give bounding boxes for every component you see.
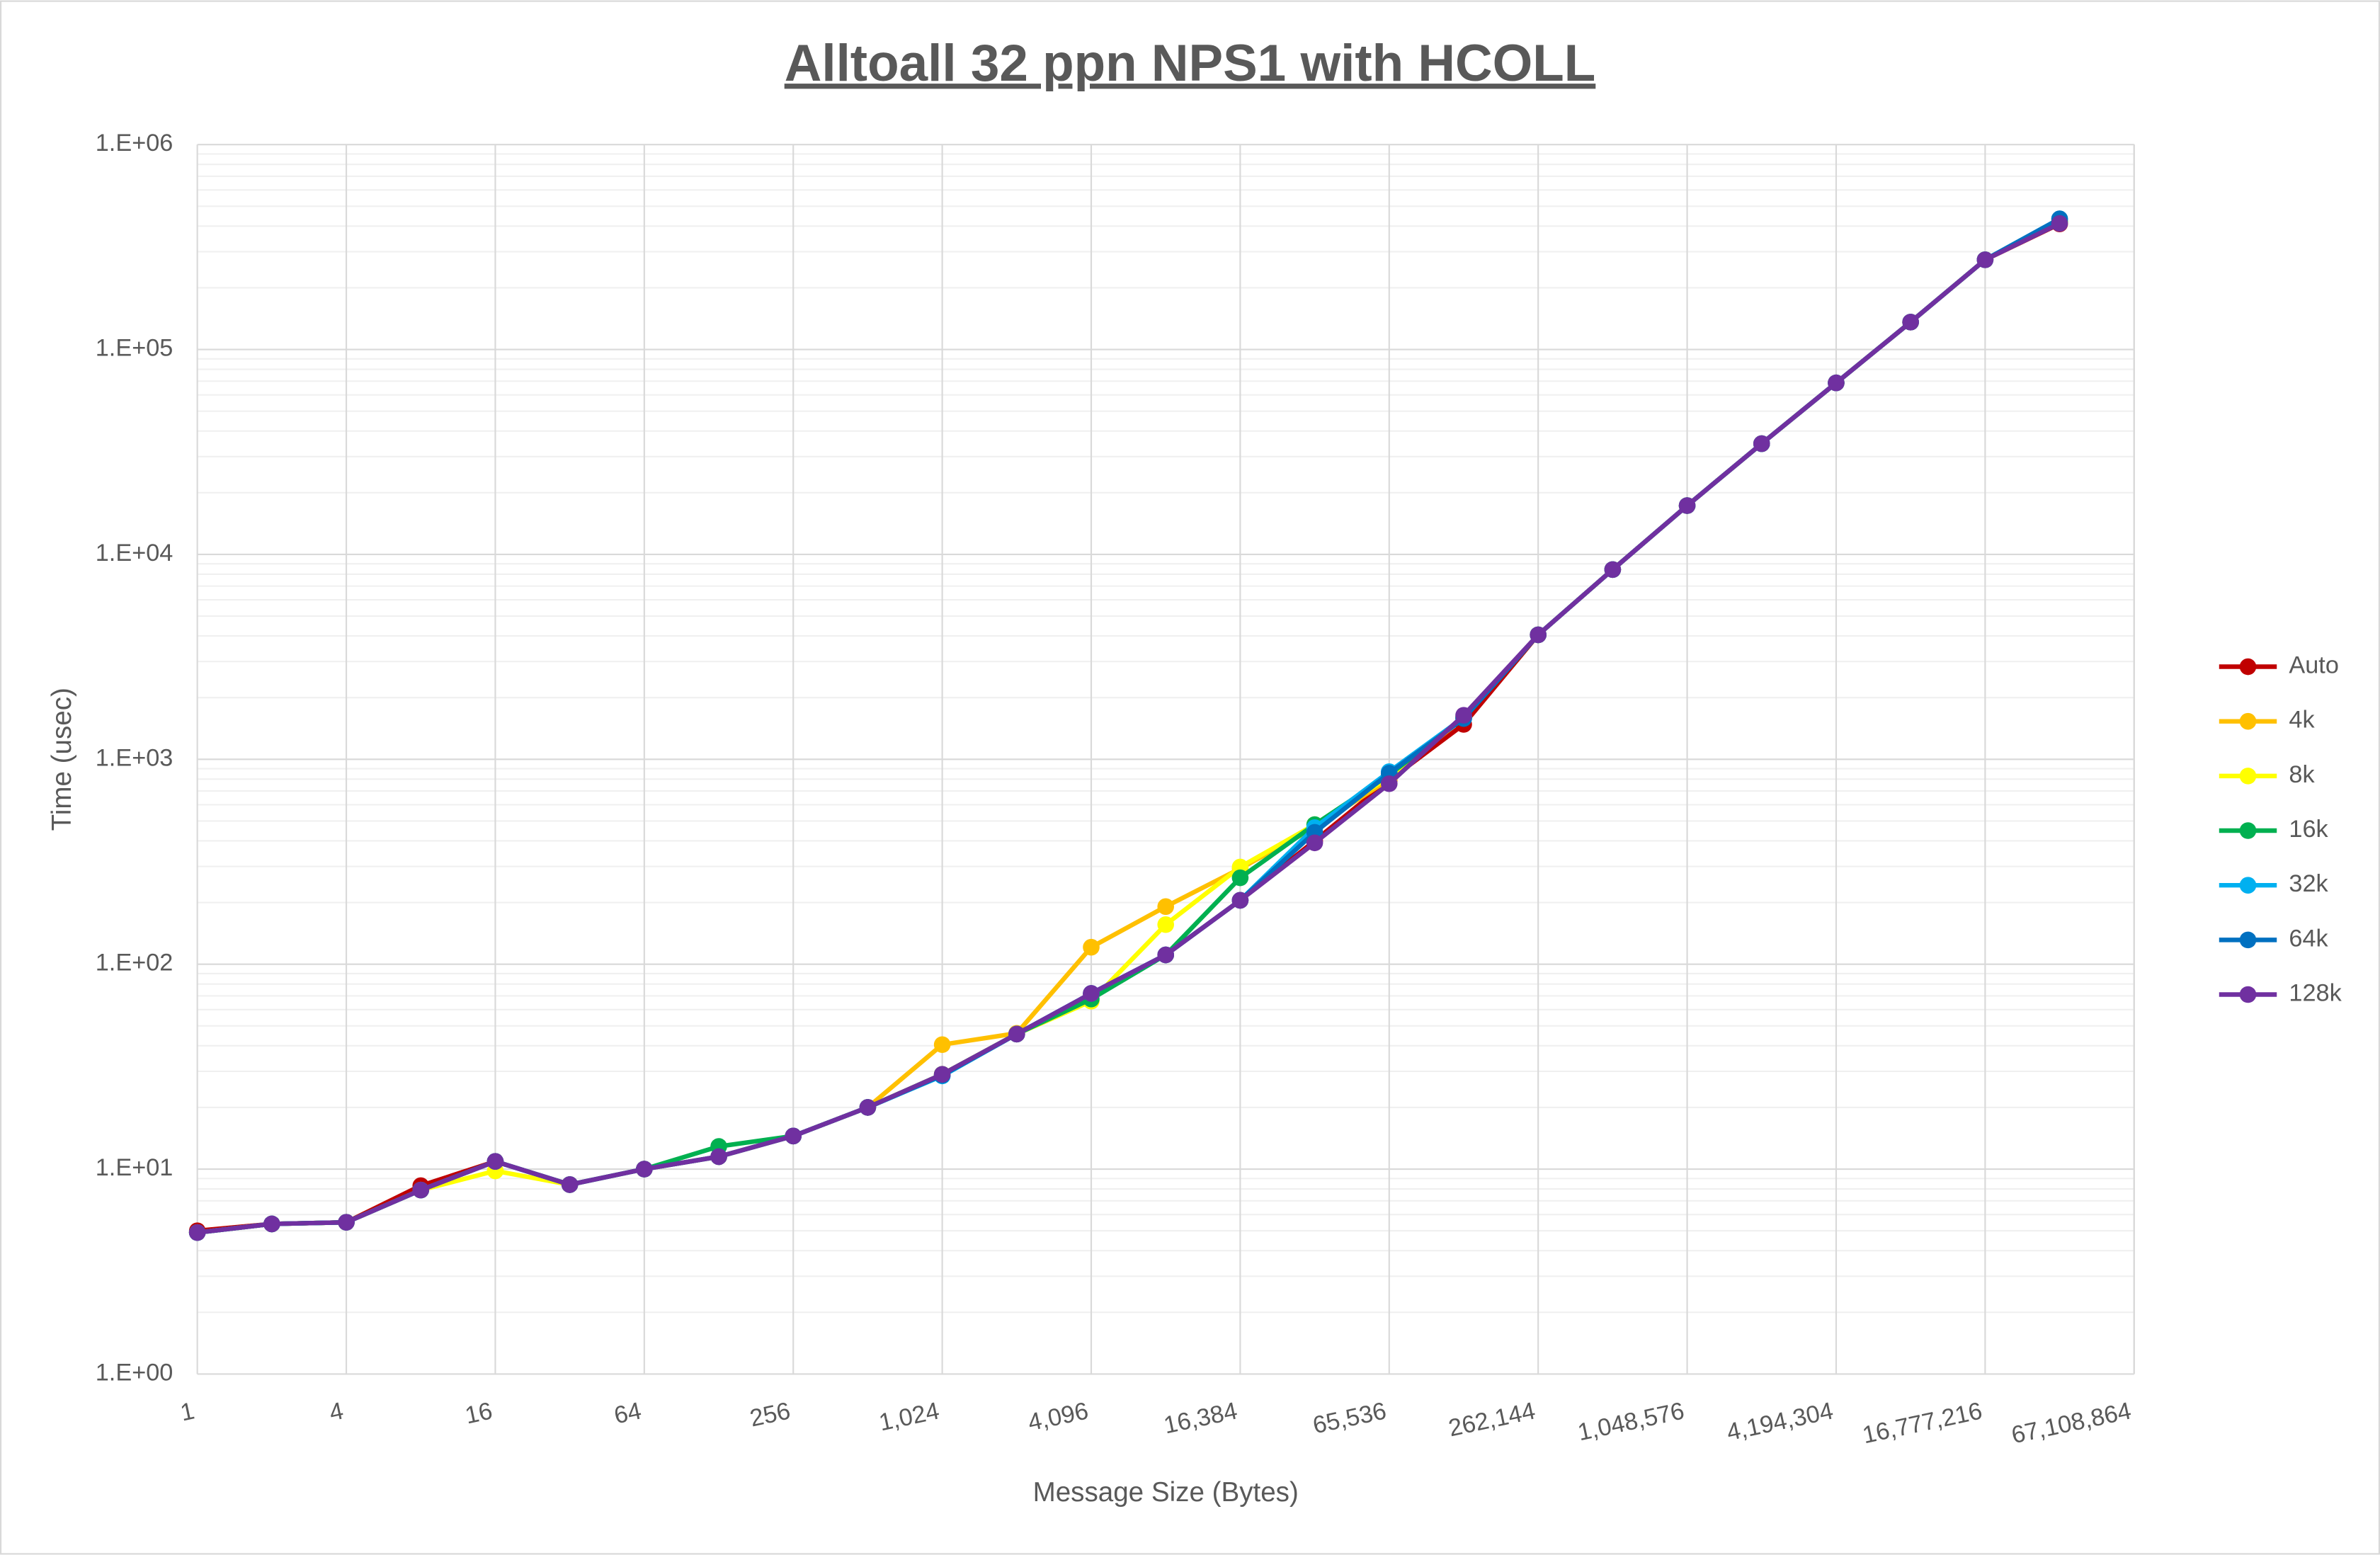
data-point: [1976, 251, 1994, 268]
data-point: [412, 1181, 430, 1199]
data-point: [1157, 916, 1174, 933]
legend-label: 64k: [2289, 925, 2328, 952]
data-point: [1008, 1025, 1025, 1043]
y-tick-label: 1.E+06: [96, 130, 173, 156]
data-point: [338, 1214, 355, 1231]
data-point: [636, 1161, 653, 1178]
data-point: [1381, 775, 1398, 792]
legend-marker: [2239, 931, 2257, 949]
legend-marker: [2239, 877, 2257, 894]
y-tick-label: 1.E+01: [96, 1154, 173, 1181]
data-point: [1306, 834, 1323, 852]
y-tick-label: 1.E+05: [96, 335, 173, 362]
legend-label: 32k: [2289, 870, 2328, 897]
x-tick-label: 16: [462, 1398, 494, 1430]
x-axis-title: Message Size (Bytes): [1033, 1477, 1299, 1508]
data-point: [710, 1148, 727, 1166]
data-point: [1455, 707, 1472, 724]
data-point: [1604, 561, 1622, 579]
legend-marker: [2239, 986, 2257, 1003]
data-point: [188, 1224, 206, 1241]
y-tick-label: 1.E+02: [96, 950, 173, 976]
data-point: [933, 1036, 951, 1054]
legend-label: 8k: [2289, 761, 2315, 788]
y-tick-label: 1.E+04: [96, 540, 173, 566]
legend-marker: [2239, 822, 2257, 839]
chart-title: Alltoall 32 ppn NPS1 with HCOLL: [785, 35, 1596, 92]
legend-label: Auto: [2289, 652, 2339, 679]
legend-marker: [2239, 712, 2257, 730]
data-point: [2051, 215, 2068, 232]
legend-label: 4k: [2289, 707, 2315, 734]
data-point: [561, 1176, 579, 1193]
legend-label: 128k: [2289, 980, 2342, 1007]
data-point: [1828, 374, 1845, 392]
legend-marker: [2239, 658, 2257, 676]
data-point: [1157, 946, 1174, 964]
data-point: [1083, 938, 1100, 956]
series-line: [197, 221, 2061, 1235]
data-point: [263, 1215, 280, 1233]
data-point: [1678, 497, 1696, 514]
data-point: [1231, 892, 1249, 909]
data-point: [1530, 626, 1547, 644]
y-tick-label: 1.E+00: [96, 1359, 173, 1386]
data-point: [1083, 985, 1100, 1002]
data-point: [1157, 898, 1174, 916]
data-point: [1231, 869, 1249, 887]
data-point: [1753, 435, 1770, 452]
data-point: [933, 1066, 951, 1083]
y-axis-title: Time (usec): [47, 688, 77, 831]
legend-label: 16k: [2289, 816, 2328, 843]
legend-marker: [2239, 768, 2257, 785]
data-point: [486, 1153, 504, 1170]
data-point: [785, 1127, 802, 1145]
y-tick-label: 1.E+03: [96, 744, 173, 771]
data-point: [1902, 314, 1919, 331]
data-point: [859, 1099, 877, 1116]
x-tick-label: 64: [612, 1398, 644, 1430]
